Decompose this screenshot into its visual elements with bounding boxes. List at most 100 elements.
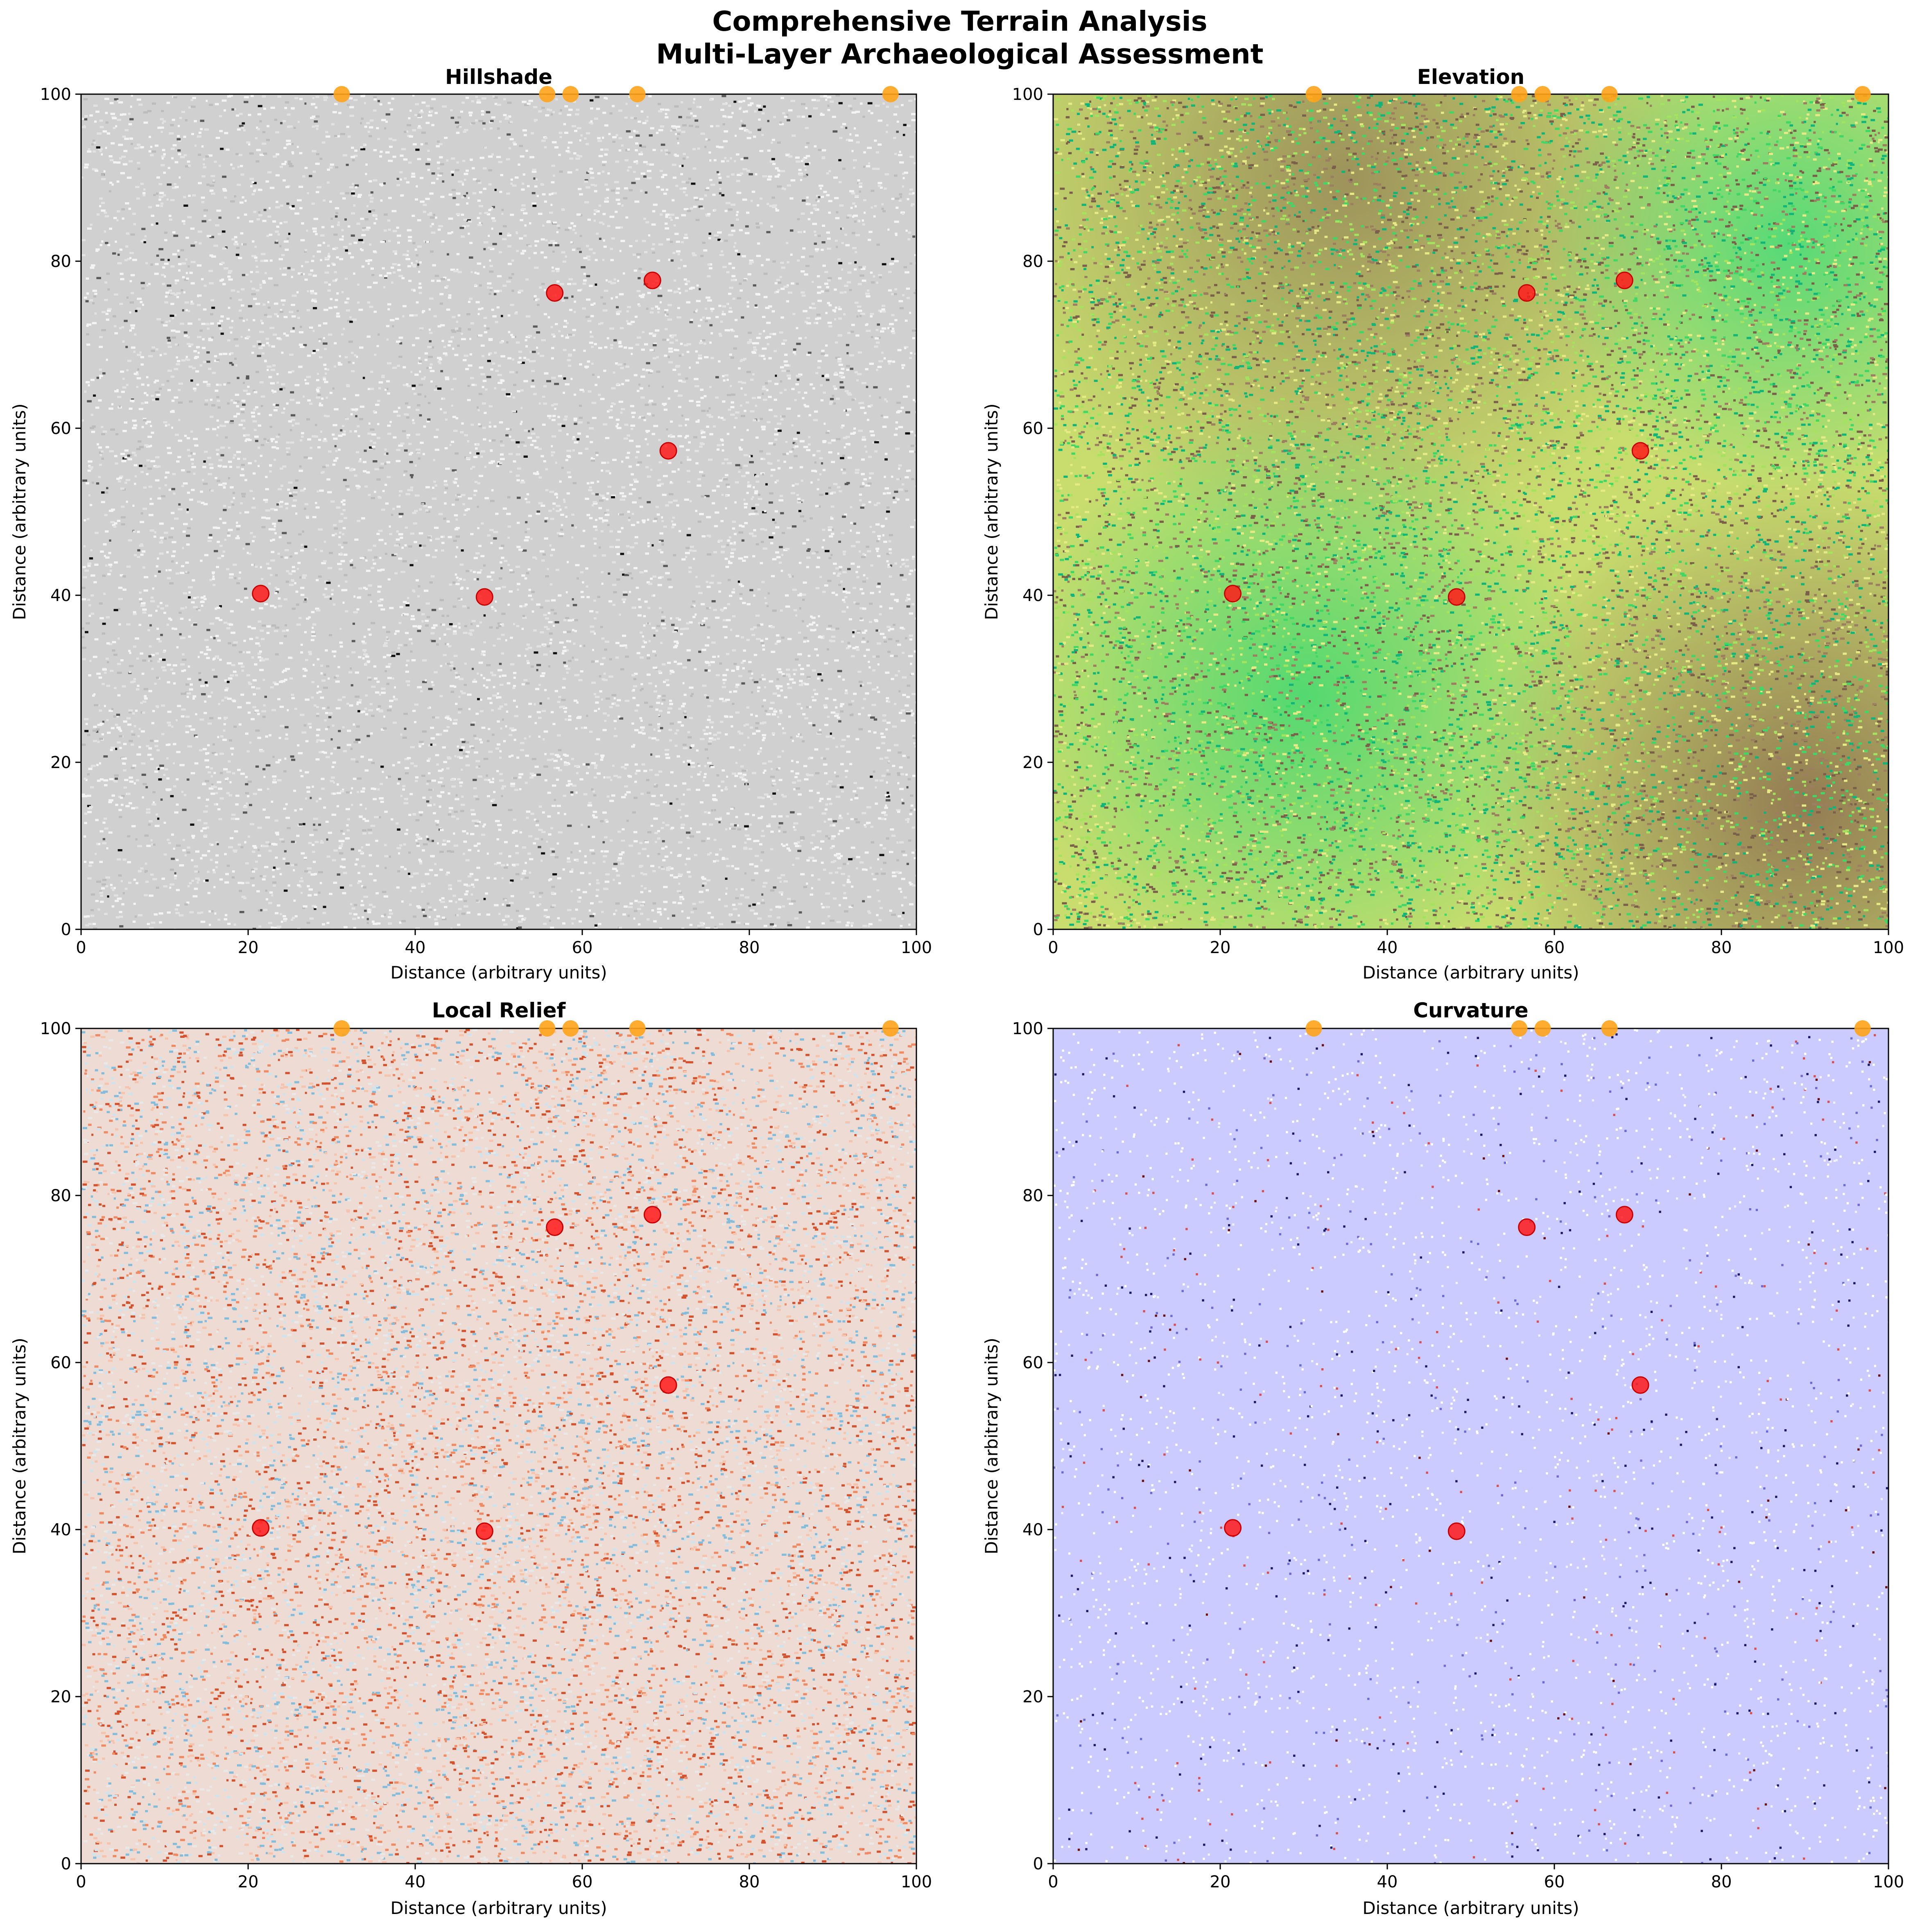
texture-cell	[821, 906, 825, 908]
texture-cell	[444, 286, 448, 289]
texture-cell	[213, 676, 218, 678]
texture-cell	[545, 916, 550, 918]
texture-cell	[846, 281, 851, 284]
texture-cell	[95, 248, 100, 251]
texture-cell	[460, 111, 464, 113]
texture-cell	[154, 381, 156, 384]
texture-cell	[235, 114, 239, 117]
texture-cell	[291, 107, 295, 110]
texture-cell	[592, 862, 596, 864]
texture-cell	[740, 662, 744, 664]
texture-cell	[238, 154, 243, 156]
texture-cell	[613, 863, 618, 865]
texture-cell	[872, 655, 876, 658]
texture-cell	[127, 359, 131, 362]
texture-cell	[215, 608, 217, 610]
texture-cell	[184, 278, 188, 281]
texture-cell	[653, 344, 657, 346]
texture-cell	[468, 497, 473, 500]
texture-cell	[536, 904, 540, 906]
texture-cell	[309, 917, 314, 920]
texture-cell	[513, 676, 516, 679]
texture-cell	[86, 915, 90, 917]
texture-cell	[575, 157, 580, 160]
texture-cell	[876, 747, 880, 749]
texture-cell	[249, 638, 253, 640]
texture-cell	[360, 904, 364, 906]
texture-cell	[650, 753, 653, 756]
texture-cell	[346, 743, 351, 746]
texture-cell	[551, 804, 556, 807]
texture-cell	[796, 282, 799, 285]
texture-cell	[891, 198, 895, 200]
texture-cell	[194, 120, 197, 122]
texture-cell	[601, 756, 604, 759]
texture-cell	[851, 232, 855, 234]
texture-cell	[282, 303, 285, 306]
texture-cell	[542, 395, 545, 398]
texture-cell	[208, 787, 214, 790]
texture-cell	[233, 497, 235, 499]
texture-cell	[633, 171, 636, 173]
texture-cell	[605, 437, 610, 439]
texture-cell	[296, 402, 300, 404]
texture-cell	[166, 624, 169, 626]
texture-cell	[797, 813, 802, 816]
texture-cell	[728, 293, 732, 295]
texture-cell	[109, 710, 113, 712]
texture-cell	[758, 750, 762, 753]
texture-cell	[329, 552, 333, 554]
texture-cell	[500, 453, 504, 456]
texture-cell	[428, 757, 431, 760]
texture-cell	[612, 764, 615, 767]
texture-cell	[283, 120, 286, 122]
texture-cell	[621, 527, 624, 529]
texture-cell	[517, 588, 519, 591]
texture-cell	[127, 258, 130, 260]
texture-cell	[439, 805, 441, 808]
texture-cell	[113, 127, 116, 129]
texture-cell	[181, 658, 187, 661]
texture-cell	[437, 174, 442, 176]
texture-cell	[441, 340, 444, 342]
texture-cell	[757, 917, 762, 920]
texture-cell	[141, 228, 146, 230]
texture-cell	[714, 926, 717, 928]
texture-cell	[534, 766, 539, 768]
texture-cell	[869, 603, 873, 605]
texture-cell	[733, 246, 735, 248]
texture-cell	[818, 636, 823, 639]
texture-cell	[404, 798, 408, 800]
texture-cell	[451, 815, 456, 818]
texture-cell	[683, 278, 687, 281]
texture-cell	[478, 181, 482, 184]
texture-cell	[224, 689, 228, 691]
texture-cell	[729, 353, 732, 356]
texture-cell	[90, 264, 95, 267]
texture-cell	[313, 704, 317, 707]
texture-cell	[706, 889, 709, 892]
texture-cell	[816, 322, 819, 324]
texture-cell	[907, 756, 910, 759]
texture-cell	[763, 699, 766, 702]
texture-cell	[901, 364, 905, 366]
texture-cell	[193, 597, 197, 599]
texture-cell	[774, 282, 778, 285]
texture-cell	[523, 134, 527, 136]
texture-cell	[706, 581, 709, 583]
texture-cell	[198, 318, 201, 321]
texture-cell	[493, 96, 498, 99]
texture-cell	[421, 545, 426, 547]
texture-cell	[99, 120, 103, 122]
texture-cell	[520, 420, 523, 423]
texture-cell	[343, 872, 347, 874]
texture-cell	[726, 303, 728, 305]
texture-cell	[219, 115, 222, 118]
texture-cell	[743, 454, 748, 456]
texture-cell	[551, 886, 555, 888]
texture-cell	[434, 217, 437, 219]
texture-cell	[696, 300, 701, 302]
texture-cell	[313, 307, 317, 310]
texture-cell	[97, 843, 101, 845]
texture-cell	[303, 344, 307, 346]
